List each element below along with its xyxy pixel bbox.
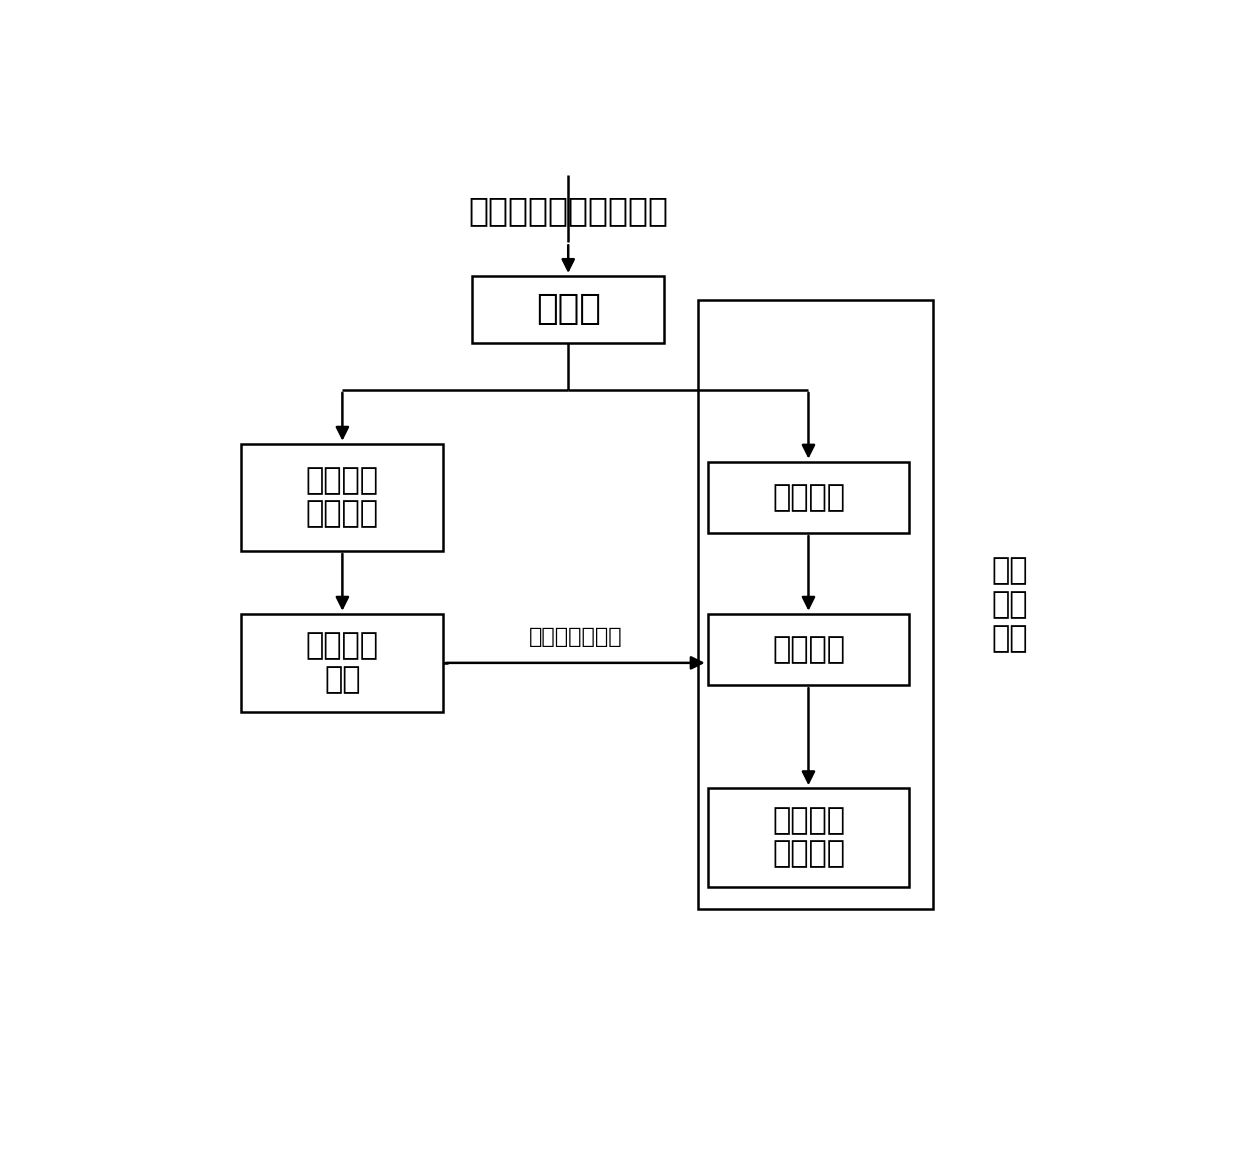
Bar — [708, 461, 909, 533]
Text: 数据搜索: 数据搜索 — [773, 634, 844, 664]
Text: 目标距离和方位: 目标距离和方位 — [528, 626, 622, 647]
Text: 测角
处理
模块: 测角 处理 模块 — [991, 557, 1028, 653]
Bar — [472, 275, 665, 343]
Bar — [708, 614, 909, 686]
Text: 数据缓存: 数据缓存 — [773, 483, 844, 511]
Text: 终端监控
模块: 终端监控 模块 — [306, 632, 379, 694]
Bar — [242, 614, 444, 712]
Text: 常规信号
处理模块: 常规信号 处理模块 — [306, 466, 379, 529]
Bar — [708, 788, 909, 887]
Bar — [242, 444, 444, 551]
Bar — [698, 301, 934, 909]
Text: 筛选数据
测角处理: 筛选数据 测角处理 — [773, 806, 844, 869]
Text: 一分二: 一分二 — [536, 293, 600, 327]
Text: 脉压后雷达多通道数据: 脉压后雷达多通道数据 — [469, 194, 668, 228]
